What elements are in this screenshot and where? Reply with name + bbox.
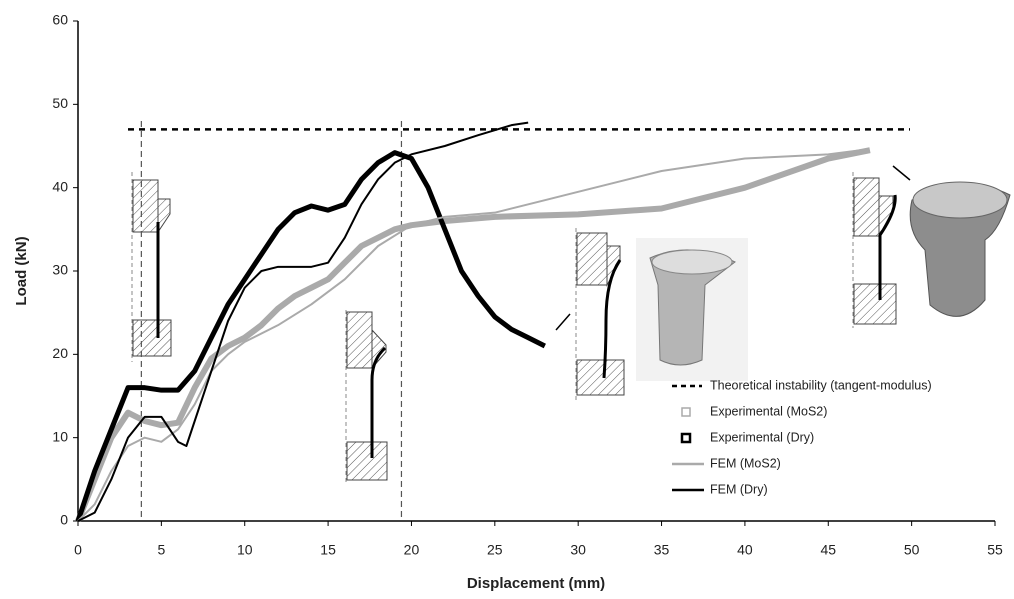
- x-tick-label: 45: [820, 542, 836, 558]
- x-tick-label: 25: [487, 542, 503, 558]
- x-tick-label: 40: [737, 542, 753, 558]
- y-tick-label: 20: [52, 345, 68, 361]
- legend-label: Theoretical instability (tangent-modulus…: [710, 378, 932, 392]
- x-tick-label: 50: [904, 542, 920, 558]
- x-tick-label: 10: [237, 542, 253, 558]
- series-line: [75, 150, 546, 522]
- legend-marker: [680, 432, 692, 444]
- series-line: [77, 149, 862, 522]
- x-axis-title: Displacement (mm): [467, 575, 605, 592]
- y-tick-label: 30: [52, 262, 68, 278]
- x-tick-label: 5: [157, 542, 165, 558]
- x-tick-label: 35: [654, 542, 670, 558]
- x-tick-label: 30: [570, 542, 586, 558]
- x-tick-label: 15: [320, 542, 336, 558]
- y-axis-title: Load (kN): [13, 236, 30, 305]
- y-tick-label: 50: [52, 95, 68, 111]
- y-tick-label: 10: [52, 428, 68, 444]
- legend-label: FEM (Dry): [710, 482, 768, 496]
- y-tick-label: 40: [52, 178, 68, 194]
- x-tick-label: 20: [404, 542, 420, 558]
- series-line: [75, 147, 871, 523]
- y-tick-label: 0: [60, 512, 68, 528]
- x-tick-label: 0: [74, 542, 82, 558]
- legend-marker: [681, 407, 691, 417]
- inset-diagrams: [131, 172, 897, 485]
- legend-label: FEM (MoS2): [710, 456, 781, 470]
- inset-photos: [555, 165, 1011, 381]
- series-line: [77, 121, 529, 522]
- y-tick-label: 60: [52, 12, 68, 28]
- legend-label: Experimental (Dry): [710, 430, 814, 444]
- legend-label: Experimental (MoS2): [710, 404, 827, 418]
- x-tick-label: 55: [987, 542, 1003, 558]
